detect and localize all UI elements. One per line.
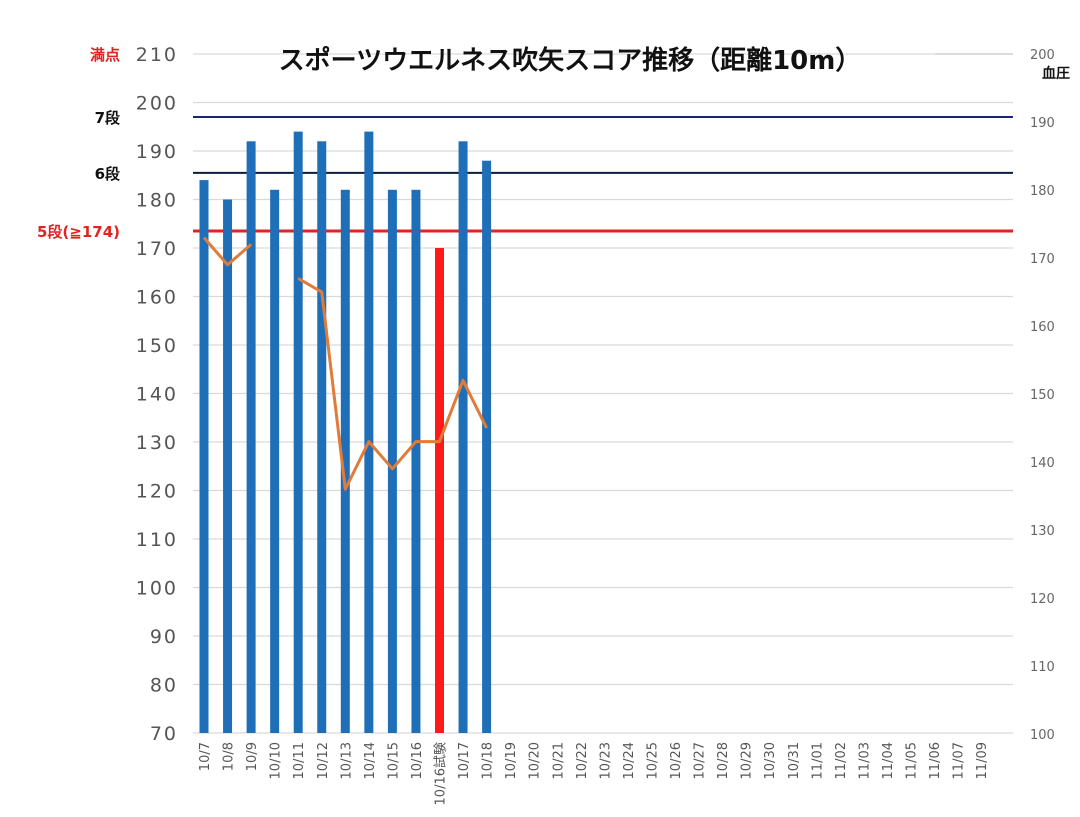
x-tick-label: 10/16 bbox=[410, 742, 425, 779]
x-tick-label: 11/03 bbox=[857, 742, 872, 779]
x-axis: 10/7 10/8 10/9 10/10 10/11 10/12 10/13 10/14 10/… bbox=[198, 742, 990, 805]
x-tick-label: 10/24 bbox=[622, 742, 637, 779]
reference-label: 7段 bbox=[95, 109, 120, 127]
reference-label: 5段(≧174) bbox=[37, 223, 120, 241]
x-tick-label: 10/29 bbox=[740, 742, 755, 779]
x-tick-label: 11/09 bbox=[975, 742, 990, 779]
y-tick-label: 120 bbox=[136, 481, 178, 503]
y2-tick-label: 120 bbox=[1030, 592, 1055, 607]
y2-tick-label: 170 bbox=[1030, 252, 1055, 267]
x-tick-label: 10/12 bbox=[316, 742, 331, 779]
x-tick-label: 10/30 bbox=[763, 742, 778, 779]
blood-pressure-series bbox=[202, 236, 488, 491]
bar bbox=[387, 189, 397, 734]
bar bbox=[411, 189, 421, 734]
y2-tick-label: 180 bbox=[1030, 184, 1055, 199]
y-tick-label: 140 bbox=[136, 384, 178, 406]
x-tick-label: 10/26 bbox=[669, 742, 684, 779]
y-axis-right: 100 110 120 130 140 150 160 170 180 190 200 bbox=[1030, 48, 1055, 743]
x-tick-label: 10/23 bbox=[598, 742, 613, 779]
x-tick-label: 10/28 bbox=[716, 742, 731, 779]
bar bbox=[270, 189, 280, 734]
y-tick-label: 70 bbox=[150, 723, 178, 745]
y-tick-label: 200 bbox=[136, 93, 178, 115]
y2-tick-label: 200 bbox=[1030, 48, 1055, 63]
bar bbox=[435, 248, 444, 733]
x-tick-label: 10/7 bbox=[198, 742, 213, 771]
y2-tick-label: 150 bbox=[1030, 388, 1055, 403]
x-tick-label: 10/10 bbox=[269, 742, 284, 779]
y-tick-label: 130 bbox=[136, 432, 178, 454]
bar bbox=[246, 141, 256, 734]
y-tick-label: 90 bbox=[150, 626, 178, 648]
x-tick-label: 10/25 bbox=[645, 742, 660, 779]
chart-title: スポーツウエルネス吹矢スコア推移（距離10m） bbox=[279, 45, 862, 76]
y-tick-label: 170 bbox=[136, 238, 178, 260]
y-axis-left: 70 80 90 100 110 120 130 140 150 160 170 180 190 200 2… bbox=[136, 44, 178, 745]
y-tick-label: 100 bbox=[136, 578, 178, 600]
blood-pressure-line bbox=[297, 277, 488, 491]
x-tick-label: 10/9 bbox=[245, 742, 260, 771]
right-axis-label: 血圧 bbox=[1042, 65, 1070, 82]
y-tick-label: 180 bbox=[136, 190, 178, 212]
x-tick-label: 11/01 bbox=[810, 742, 825, 779]
y2-tick-label: 130 bbox=[1030, 524, 1055, 539]
x-tick-label: 10/13 bbox=[339, 742, 354, 779]
bar-series bbox=[199, 131, 492, 734]
x-tick-label: 10/31 bbox=[787, 742, 802, 779]
y-tick-label: 80 bbox=[150, 675, 178, 697]
x-tick-label: 10/16試験 bbox=[433, 742, 449, 805]
x-tick-label: 10/15 bbox=[386, 742, 401, 779]
x-tick-label: 11/02 bbox=[834, 742, 849, 779]
y-tick-label: 150 bbox=[136, 335, 178, 357]
x-tick-label: 11/04 bbox=[881, 742, 896, 779]
x-tick-label: 11/05 bbox=[905, 742, 920, 779]
bar bbox=[223, 199, 233, 733]
x-tick-label: 10/17 bbox=[457, 742, 472, 779]
x-tick-label: 10/8 bbox=[222, 742, 237, 771]
x-tick-label: 10/27 bbox=[693, 742, 708, 779]
y-tick-label: 110 bbox=[136, 529, 178, 551]
x-tick-label: 10/22 bbox=[575, 742, 590, 779]
y2-tick-label: 190 bbox=[1030, 116, 1055, 131]
x-tick-label: 10/21 bbox=[551, 742, 566, 779]
bar bbox=[482, 160, 492, 733]
bar bbox=[458, 141, 468, 734]
gridlines bbox=[193, 53, 1013, 734]
blood-pressure-line bbox=[202, 236, 253, 267]
reference-label: 6段 bbox=[95, 165, 120, 183]
x-tick-label: 10/19 bbox=[504, 742, 519, 779]
bar bbox=[317, 141, 327, 734]
reference-labels: 満点 7段 6段 5段(≧174) bbox=[37, 46, 120, 241]
x-tick-label: 11/07 bbox=[952, 742, 967, 779]
y-tick-label: 190 bbox=[136, 141, 178, 163]
y2-tick-label: 140 bbox=[1030, 456, 1055, 471]
bar bbox=[340, 189, 350, 734]
x-tick-label: 10/11 bbox=[292, 742, 307, 779]
x-tick-label: 11/06 bbox=[928, 742, 943, 779]
x-tick-label: 10/18 bbox=[481, 742, 496, 779]
x-tick-label: 10/14 bbox=[363, 742, 378, 779]
y2-tick-label: 160 bbox=[1030, 320, 1055, 335]
reference-label: 満点 bbox=[90, 46, 120, 64]
bar bbox=[199, 180, 209, 734]
bar bbox=[293, 131, 303, 734]
bar bbox=[364, 131, 374, 734]
reference-lines bbox=[193, 53, 1013, 233]
y2-tick-label: 110 bbox=[1030, 660, 1055, 675]
y-tick-label: 160 bbox=[136, 287, 178, 309]
x-tick-label: 10/20 bbox=[528, 742, 543, 779]
y2-tick-label: 100 bbox=[1030, 728, 1055, 743]
y-tick-label: 210 bbox=[136, 44, 178, 66]
